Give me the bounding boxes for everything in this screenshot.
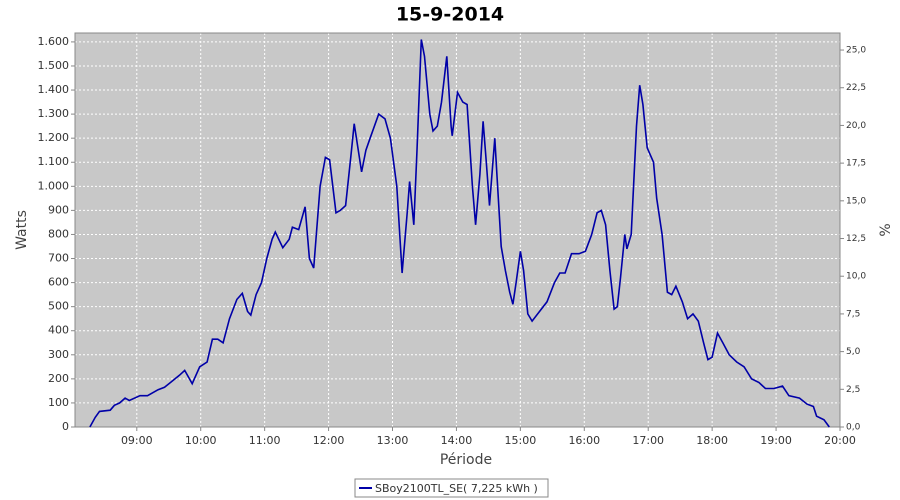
y2-tick-label: 0,0	[846, 423, 861, 433]
legend-label: SBoy2100TL_SE( 7,225 kWh )	[375, 482, 538, 495]
y2-tick-label: 17,5	[846, 159, 866, 169]
y-tick-label: 200	[48, 372, 69, 385]
x-tick-label: 10:00	[185, 434, 217, 447]
x-tick-label: 16:00	[568, 434, 600, 447]
y-tick-label: 900	[48, 203, 69, 216]
y-tick-label: 800	[48, 227, 69, 240]
y-tick-label: 1.200	[38, 131, 70, 144]
y-tick-label: 1.500	[38, 59, 70, 72]
x-tick-label: 17:00	[632, 434, 664, 447]
x-tick-label: 14:00	[441, 434, 473, 447]
y2-axis-label: %	[878, 223, 894, 236]
x-tick-label: 09:00	[121, 434, 153, 447]
y-axis-label: Watts	[14, 210, 30, 250]
y-tick-label: 300	[48, 348, 69, 361]
y-tick-label: 1.600	[38, 35, 70, 48]
x-tick-label: 12:00	[313, 434, 345, 447]
y-tick-label: 1.400	[38, 83, 70, 96]
y-tick-label: 700	[48, 252, 69, 265]
x-tick-label: 18:00	[696, 434, 728, 447]
y-tick-label: 400	[48, 324, 69, 337]
data-line	[89, 39, 830, 428]
legend	[354, 478, 549, 498]
x-tick-label: 11:00	[249, 434, 281, 447]
y2-tick-label: 25,0	[846, 46, 866, 56]
y-tick-label: 1.300	[38, 107, 70, 120]
y-tick-label: 1.000	[38, 179, 70, 192]
y-tick-label: 1.100	[38, 155, 70, 168]
x-tick-label: 13:00	[377, 434, 409, 447]
x-tick-label: 20:00	[824, 434, 856, 447]
x-tick-label: 15:00	[505, 434, 537, 447]
y2-tick-label: 2,5	[846, 385, 860, 395]
y-tick-label: 0	[62, 420, 69, 433]
y2-tick-label: 5,0	[846, 347, 861, 357]
y2-tick-label: 15,0	[846, 196, 866, 206]
x-axis-label: Période	[440, 452, 492, 468]
y-tick-label: 600	[48, 276, 69, 289]
y-tick-label: 500	[48, 300, 69, 313]
y-tick-label: 100	[48, 396, 69, 409]
y2-tick-label: 10,0	[846, 272, 866, 282]
x-tick-label: 19:00	[760, 434, 792, 447]
y2-tick-label: 22,5	[846, 83, 866, 93]
plot-border	[74, 32, 841, 428]
y2-tick-label: 7,5	[846, 309, 860, 319]
y2-tick-label: 20,0	[846, 121, 866, 131]
y2-tick-label: 12,5	[846, 234, 866, 244]
chart-title: 15-9-2014	[396, 4, 504, 26]
